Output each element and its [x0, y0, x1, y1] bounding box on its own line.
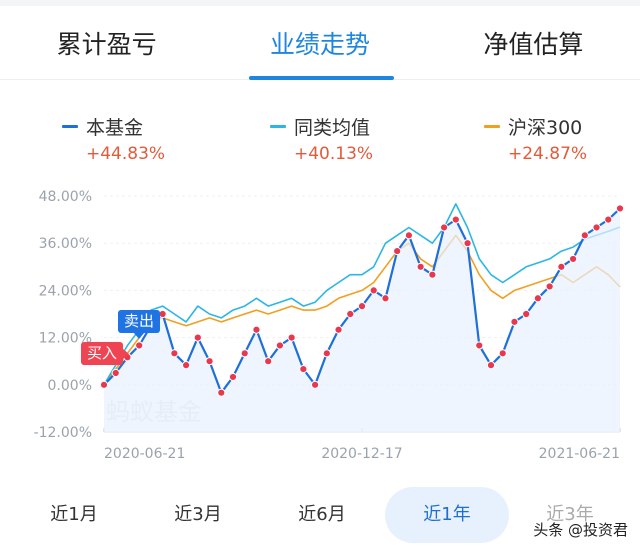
- legend-swatch-fund: [62, 124, 78, 128]
- trade-point: [522, 309, 531, 319]
- trade-point: [404, 231, 414, 240]
- trade-point: [310, 380, 320, 389]
- legend-label-csi300: 沪深300: [508, 116, 583, 139]
- source-watermark: 头条 @投资君: [533, 521, 628, 539]
- y-tick-label: 48.00%: [39, 189, 92, 205]
- legend-pct-fund: +44.83%: [86, 144, 166, 164]
- legend-item-peer-average: 同类均值 +40.13%: [270, 112, 373, 164]
- trade-point: [545, 282, 554, 291]
- legend-label-fund: 本基金: [86, 116, 144, 139]
- trade-point: [580, 231, 589, 240]
- series-peer-average-line: [103, 203, 621, 386]
- trade-point: [170, 349, 179, 358]
- trade-point: [357, 302, 367, 311]
- trade-point: [205, 357, 214, 366]
- trade-point: [240, 349, 249, 358]
- x-tick-label: 2020-06-21: [104, 446, 185, 462]
- legend-swatch-peer-average: [270, 124, 286, 128]
- trade-point: [557, 262, 566, 271]
- trade-point: [158, 309, 167, 319]
- y-tick-label: -12.00%: [34, 425, 92, 441]
- range-1-year[interactable]: 近1年: [385, 487, 509, 543]
- top-strip: [0, 0, 640, 6]
- tab-bar: 累计盈亏 业绩走势 净值估算: [0, 6, 640, 80]
- trade-point: [334, 325, 343, 334]
- trade-point: [275, 341, 285, 350]
- trade-point: [228, 372, 238, 382]
- legend-swatch-csi300: [484, 124, 500, 128]
- trade-point: [287, 333, 296, 342]
- trade-point: [592, 223, 601, 232]
- buy-marker[interactable]: 买入: [81, 342, 130, 365]
- trade-point: [299, 364, 308, 374]
- legend-pct-csi300: +24.87%: [508, 144, 588, 164]
- performance-chart[interactable]: 蚂蚁基金48.00%36.00%24.00%12.00%0.00%-12.00%…: [0, 180, 640, 480]
- trade-point: [393, 246, 402, 256]
- trade-point: [439, 223, 449, 232]
- fund-area-fill: [104, 208, 620, 432]
- trade-point: [498, 349, 507, 358]
- trade-point: [463, 239, 472, 248]
- trade-point: [193, 333, 202, 342]
- trade-point: [346, 309, 355, 319]
- y-tick-label: 12.00%: [39, 331, 92, 347]
- tab-cumulative-pnl[interactable]: 累计盈亏: [56, 29, 157, 59]
- y-tick-label: 0.00%: [48, 378, 92, 394]
- sell-marker[interactable]: 卖出: [118, 310, 161, 339]
- series-csi300-line: [103, 234, 621, 386]
- trade-point: [99, 380, 109, 389]
- trade-point: [181, 361, 191, 370]
- x-tick-label: 2020-12-17: [321, 446, 402, 462]
- trade-point: [111, 368, 120, 378]
- trade-point: [486, 361, 496, 370]
- legend-item-fund: 本基金 +44.83%: [62, 112, 165, 164]
- legend-pct-peer-average: +40.13%: [294, 144, 374, 164]
- trade-point: [252, 325, 261, 334]
- chart-legend: 本基金 +44.83% 同类均值 +40.13% 沪深300 +24.87%: [0, 112, 640, 168]
- trade-point: [510, 317, 519, 326]
- y-tick-label: 36.00%: [39, 236, 92, 252]
- range-3-years[interactable]: 近3年: [546, 504, 594, 525]
- trade-point: [381, 294, 390, 303]
- trade-point: [428, 270, 437, 279]
- legend-item-csi300: 沪深300 +24.87%: [484, 112, 587, 164]
- trade-point: [135, 341, 144, 350]
- x-tick-label: 2021-06-21: [539, 446, 620, 462]
- trade-point: [369, 286, 378, 295]
- trade-point: [604, 215, 613, 224]
- trade-point: [217, 388, 226, 397]
- trade-point: [264, 357, 273, 366]
- tab-nav-estimate[interactable]: 净值估算: [483, 29, 584, 59]
- time-range-selector: 近1月 近3月 近6月 近1年 近3年: [0, 487, 640, 543]
- trade-point: [615, 204, 625, 213]
- trade-point: [416, 262, 425, 271]
- range-1-month[interactable]: 近1月: [50, 504, 98, 525]
- trade-point: [568, 254, 578, 264]
- trade-point: [475, 341, 484, 350]
- trade-point: [322, 349, 331, 358]
- legend-label-peer-average: 同类均值: [294, 116, 371, 139]
- tab-performance-trend[interactable]: 业绩走势: [213, 6, 426, 80]
- trade-point: [533, 294, 543, 303]
- y-tick-label: 24.00%: [39, 283, 92, 299]
- range-6-months[interactable]: 近6月: [298, 504, 346, 525]
- range-3-months[interactable]: 近3月: [174, 504, 222, 525]
- trade-point: [451, 215, 460, 224]
